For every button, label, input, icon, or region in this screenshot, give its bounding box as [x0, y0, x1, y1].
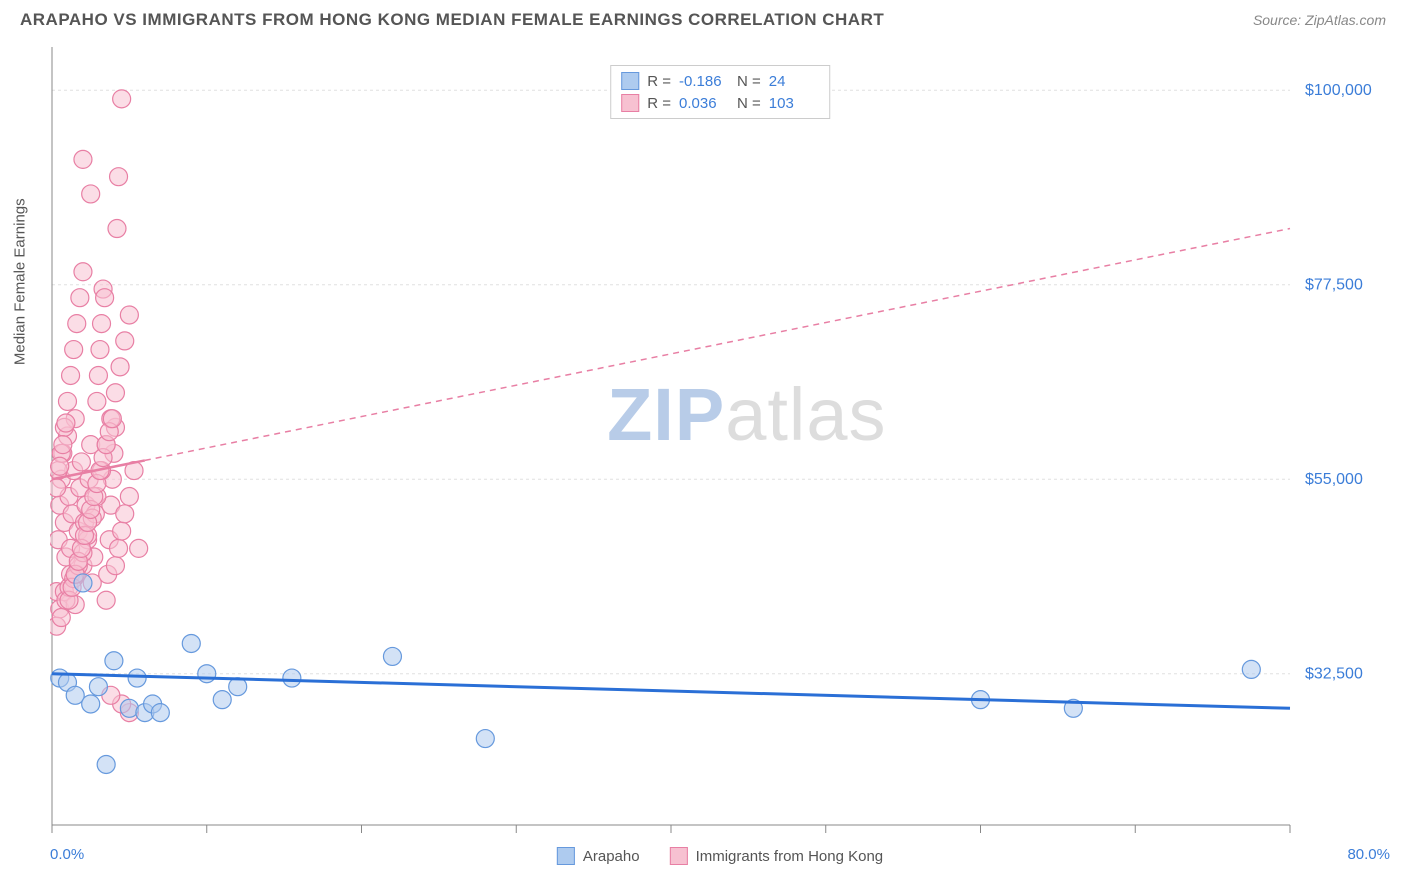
swatch-arapaho-bottom [557, 847, 575, 865]
chart-source: Source: ZipAtlas.com [1253, 12, 1386, 28]
bottom-legend: Arapaho Immigrants from Hong Kong [557, 847, 883, 865]
n-value-arapaho: 24 [769, 73, 819, 90]
scatter-plot: $32,500 $55,000 $77,500 $100,000 ZIPatlas [50, 45, 1390, 835]
legend-label-arapaho: Arapaho [583, 848, 640, 865]
swatch-hongkong-bottom [670, 847, 688, 865]
legend-item-arapaho: Arapaho [557, 847, 640, 865]
swatch-hongkong [621, 94, 639, 112]
svg-text:$100,000: $100,000 [1305, 82, 1372, 99]
n-label: N = [737, 73, 761, 90]
y-axis-label: Median Female Earnings [12, 198, 29, 365]
stats-legend-box: R = -0.186 N = 24 R = 0.036 N = 103 [610, 65, 830, 119]
n-label: N = [737, 95, 761, 112]
r-label: R = [647, 95, 671, 112]
stats-row-arapaho: R = -0.186 N = 24 [621, 70, 819, 92]
x-axis-max-label: 80.0% [1347, 846, 1390, 863]
swatch-arapaho [621, 72, 639, 90]
r-value-hongkong: 0.036 [679, 95, 729, 112]
chart-header: ARAPAHO VS IMMIGRANTS FROM HONG KONG MED… [0, 0, 1406, 30]
svg-text:$55,000: $55,000 [1305, 471, 1363, 488]
svg-text:ZIPatlas: ZIPatlas [607, 373, 886, 456]
legend-label-hongkong: Immigrants from Hong Kong [696, 848, 884, 865]
n-value-hongkong: 103 [769, 95, 819, 112]
legend-item-hongkong: Immigrants from Hong Kong [670, 847, 884, 865]
r-value-arapaho: -0.186 [679, 73, 729, 90]
svg-text:$77,500: $77,500 [1305, 277, 1363, 294]
x-axis-min-label: 0.0% [50, 846, 84, 863]
chart-container: Median Female Earnings $32,500$55,000$77… [50, 45, 1390, 835]
chart-title: ARAPAHO VS IMMIGRANTS FROM HONG KONG MED… [20, 10, 884, 30]
svg-text:$32,500: $32,500 [1305, 666, 1363, 683]
r-label: R = [647, 73, 671, 90]
stats-row-hongkong: R = 0.036 N = 103 [621, 92, 819, 114]
